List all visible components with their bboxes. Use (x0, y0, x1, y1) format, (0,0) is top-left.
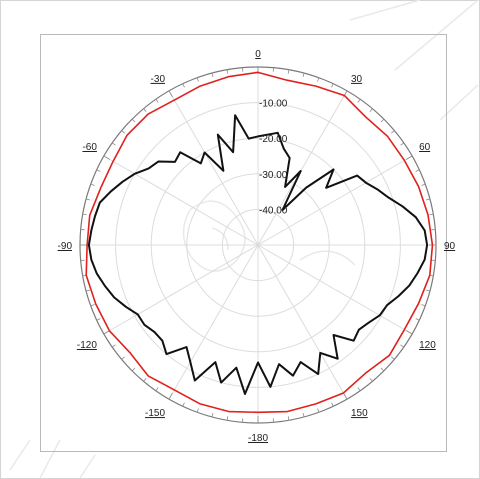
angle-tick-15 (302, 72, 305, 78)
series-line-1 (87, 114, 429, 395)
angle-tick-40 (369, 108, 373, 112)
angle-tick-235 (111, 344, 116, 348)
angle-tick-290 (90, 183, 95, 186)
angle-tick-320 (143, 108, 147, 112)
angle-tick-295 (96, 169, 101, 172)
angle-tick-315 (131, 118, 136, 123)
angle-tick-label: 30 (351, 74, 363, 85)
angle-tick-210 (168, 392, 173, 400)
angle-tick-190 (226, 416, 229, 421)
angle-tick-300 (103, 155, 111, 160)
angle-tick-label: -30 (151, 74, 166, 85)
angle-tick-225 (131, 367, 136, 372)
angle-tick-label: 0 (255, 49, 261, 60)
angle-tick-60 (405, 155, 413, 160)
radial-tick-label: -40.00 (259, 205, 288, 216)
angle-tick-label: -90 (58, 241, 73, 252)
angle-tick-75 (425, 198, 431, 201)
angle-tick-125 (400, 344, 405, 348)
angle-tick-330 (168, 90, 173, 98)
angle-tick-350 (226, 69, 229, 74)
grid-spoke-240 (103, 244, 259, 335)
angle-tick-220 (143, 378, 147, 382)
angle-tick-120 (405, 330, 413, 335)
plot-frame (40, 34, 447, 452)
angle-tick-255 (85, 289, 91, 292)
angle-tick-140 (369, 378, 373, 382)
angle-tick-label: -180 (248, 433, 268, 444)
angle-tick-label: 150 (351, 408, 368, 419)
grid-spoke-120 (257, 244, 413, 335)
angle-tick-325 (155, 98, 159, 103)
angle-tick-250 (90, 304, 95, 307)
grid-spoke-300 (103, 155, 259, 246)
angle-tick-170 (287, 416, 290, 421)
angle-tick-305 (111, 142, 116, 146)
angle-tick-215 (155, 387, 159, 392)
angle-tick-135 (380, 367, 385, 372)
angle-tick-label: 90 (444, 241, 456, 252)
grid-spoke-30 (257, 90, 348, 246)
angle-tick-20 (317, 77, 320, 82)
angle-tick-labels: 0 30 60 90 120 150 -180 -150 -120 -90 -60 -30 (58, 49, 456, 444)
angle-tick-label: 120 (419, 340, 436, 351)
angle-tick-25 (331, 83, 334, 88)
angle-tick-160 (317, 408, 320, 413)
angle-tick-345 (211, 72, 214, 78)
angle-tick-280 (82, 213, 87, 216)
angle-tick-205 (182, 402, 185, 407)
angle-tick-340 (196, 77, 199, 82)
angle-tick-label: 60 (419, 142, 431, 153)
angle-tick-110 (421, 304, 426, 307)
angle-tick-65 (415, 169, 420, 172)
radial-tick-labels: -10.00 -20.00 -30.00 -40.00 (259, 99, 288, 217)
angle-tick-230 (121, 356, 125, 360)
angle-tick-80 (429, 213, 434, 216)
radial-tick-label: -10.00 (259, 99, 288, 110)
angle-tick-165 (302, 412, 305, 418)
angle-tick-55 (400, 142, 405, 146)
grid-spoke-330 (168, 90, 259, 246)
radial-tick-label: -20.00 (259, 134, 288, 145)
angle-tick-335 (182, 83, 185, 88)
angle-tick-245 (96, 318, 101, 321)
angle-tick-label: -120 (77, 340, 97, 351)
angle-tick-150 (343, 392, 348, 400)
angle-tick-35 (357, 98, 361, 103)
grid-spoke-210 (168, 244, 259, 400)
angle-tick-50 (391, 130, 395, 134)
grid-spoke-60 (257, 155, 413, 246)
angle-tick-marks (80, 67, 436, 423)
grid-spoke-150 (257, 244, 348, 400)
series-line-0 (85, 71, 434, 414)
angle-tick-310 (121, 130, 125, 134)
angle-tick-145 (357, 387, 361, 392)
angle-tick-200 (196, 408, 199, 413)
angle-tick-195 (211, 412, 214, 418)
series-layer (85, 71, 434, 414)
angle-tick-70 (421, 183, 426, 186)
angle-tick-285 (85, 198, 91, 201)
angle-tick-115 (415, 318, 420, 321)
angle-tick-130 (391, 356, 395, 360)
angle-tick-10 (287, 69, 290, 74)
angle-tick-105 (425, 289, 431, 292)
angle-tick-155 (331, 402, 334, 407)
radial-tick-label: -30.00 (259, 170, 288, 181)
angle-tick-45 (380, 118, 385, 123)
angle-tick-label: -60 (82, 142, 97, 153)
angle-tick-label: -150 (145, 408, 165, 419)
